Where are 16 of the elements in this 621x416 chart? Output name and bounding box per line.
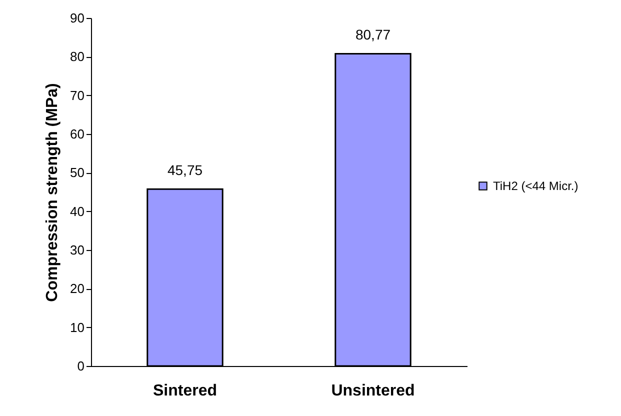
x-tick-label: Unsintered: [331, 382, 415, 400]
x-tick-label: Sintered: [152, 382, 218, 400]
data-label: 45,75: [167, 162, 203, 178]
y-tick-label: 30: [70, 242, 84, 258]
y-tick-label: 90: [70, 10, 84, 26]
data-label: 80,77: [355, 26, 391, 43]
y-tick-label: 20: [70, 281, 84, 296]
y-tick-label: 80: [70, 49, 84, 64]
y-tick-label: 40: [70, 204, 84, 219]
y-tick-label: 60: [70, 126, 84, 142]
y-tick-label: 10: [70, 320, 84, 335]
legend-label: TiH2 (<44 Micr.): [493, 179, 578, 193]
y-tick-label: 70: [70, 88, 84, 103]
y-axis-title: Compression strength (MPa): [44, 83, 62, 302]
y-tick-label: 0: [77, 358, 84, 374]
y-tick-label: 50: [70, 165, 84, 180]
